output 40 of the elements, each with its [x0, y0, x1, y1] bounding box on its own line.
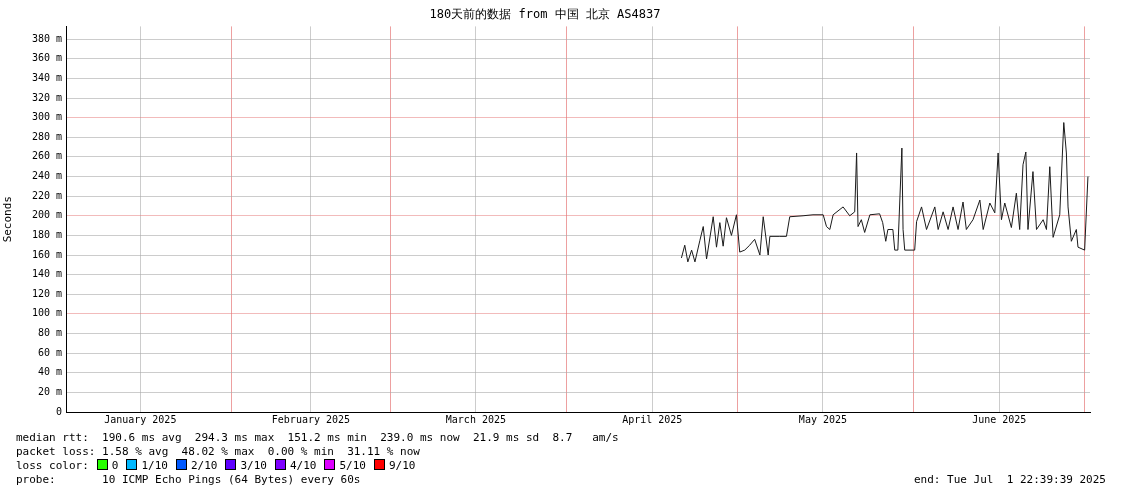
- text: probe: 10 ICMP Echo Pings (64 Bytes) every 60s: [16, 473, 361, 486]
- legend-label: 5/10: [339, 459, 366, 472]
- legend-label: 9/10: [388, 459, 416, 472]
- x-tick-label: June 2025: [972, 413, 1027, 425]
- y-tick-label: 320 m: [31, 91, 62, 103]
- y-tick-label: 120 m: [31, 287, 62, 299]
- legend-label: 3/10: [240, 459, 267, 472]
- legend-label: 0: [111, 459, 119, 472]
- legend-label: 1/10: [141, 459, 168, 472]
- y-tick-label: 220 m: [31, 189, 62, 201]
- y-tick-label: 20 m: [37, 385, 62, 397]
- y-tick-label: 80 m: [37, 327, 62, 339]
- y-tick-label: 200 m: [31, 209, 62, 221]
- x-tick-label: February 2025: [271, 413, 351, 425]
- x-tick-label: January 2025: [104, 413, 177, 425]
- y-tick-label: 160 m: [31, 248, 62, 260]
- x-tick-label: March 2025: [445, 413, 507, 425]
- y-tick-label: 0: [55, 405, 62, 417]
- text: end: Tue Jul 1 22:39:39 2025: [913, 473, 1106, 487]
- y-tick-label: 260 m: [31, 150, 62, 162]
- y-tick-label: 360 m: [31, 52, 62, 64]
- y-tick-label: 380 m: [31, 32, 62, 44]
- legend-label: 4/10: [289, 459, 317, 472]
- y-tick-label: 40 m: [37, 366, 62, 378]
- legend-label: 2/10: [190, 459, 218, 472]
- y-tick-label: 240 m: [31, 170, 62, 182]
- y-axis-title: Seconds: [1, 196, 15, 243]
- y-tick-label: 140 m: [31, 268, 62, 280]
- y-tick-label: 60 m: [37, 346, 62, 358]
- y-tick-label: 300 m: [31, 111, 62, 123]
- y-tick-label: 340 m: [31, 72, 62, 83]
- text: loss color:: [16, 459, 89, 472]
- y-tick-label: 280 m: [31, 130, 62, 142]
- x-tick-label: May 2025: [798, 413, 848, 425]
- y-tick-label: 180 m: [31, 228, 62, 240]
- x-tick-label: April 2025: [622, 413, 683, 425]
- text: median rtt: 190.6 ms avg 294.3 ms max 151.2 ms min 239.0 ms now 21.9 ms sd 8.7 am/s: [16, 431, 620, 445]
- y-tick-label: 100 m: [31, 307, 62, 319]
- text: packet loss: 1.58 % avg 48.02 % max 0.00 % min 31.11 % now: [16, 445, 421, 459]
- chart-title: 180天前的数据 from 中国 北京 AS4837: [429, 7, 661, 22]
